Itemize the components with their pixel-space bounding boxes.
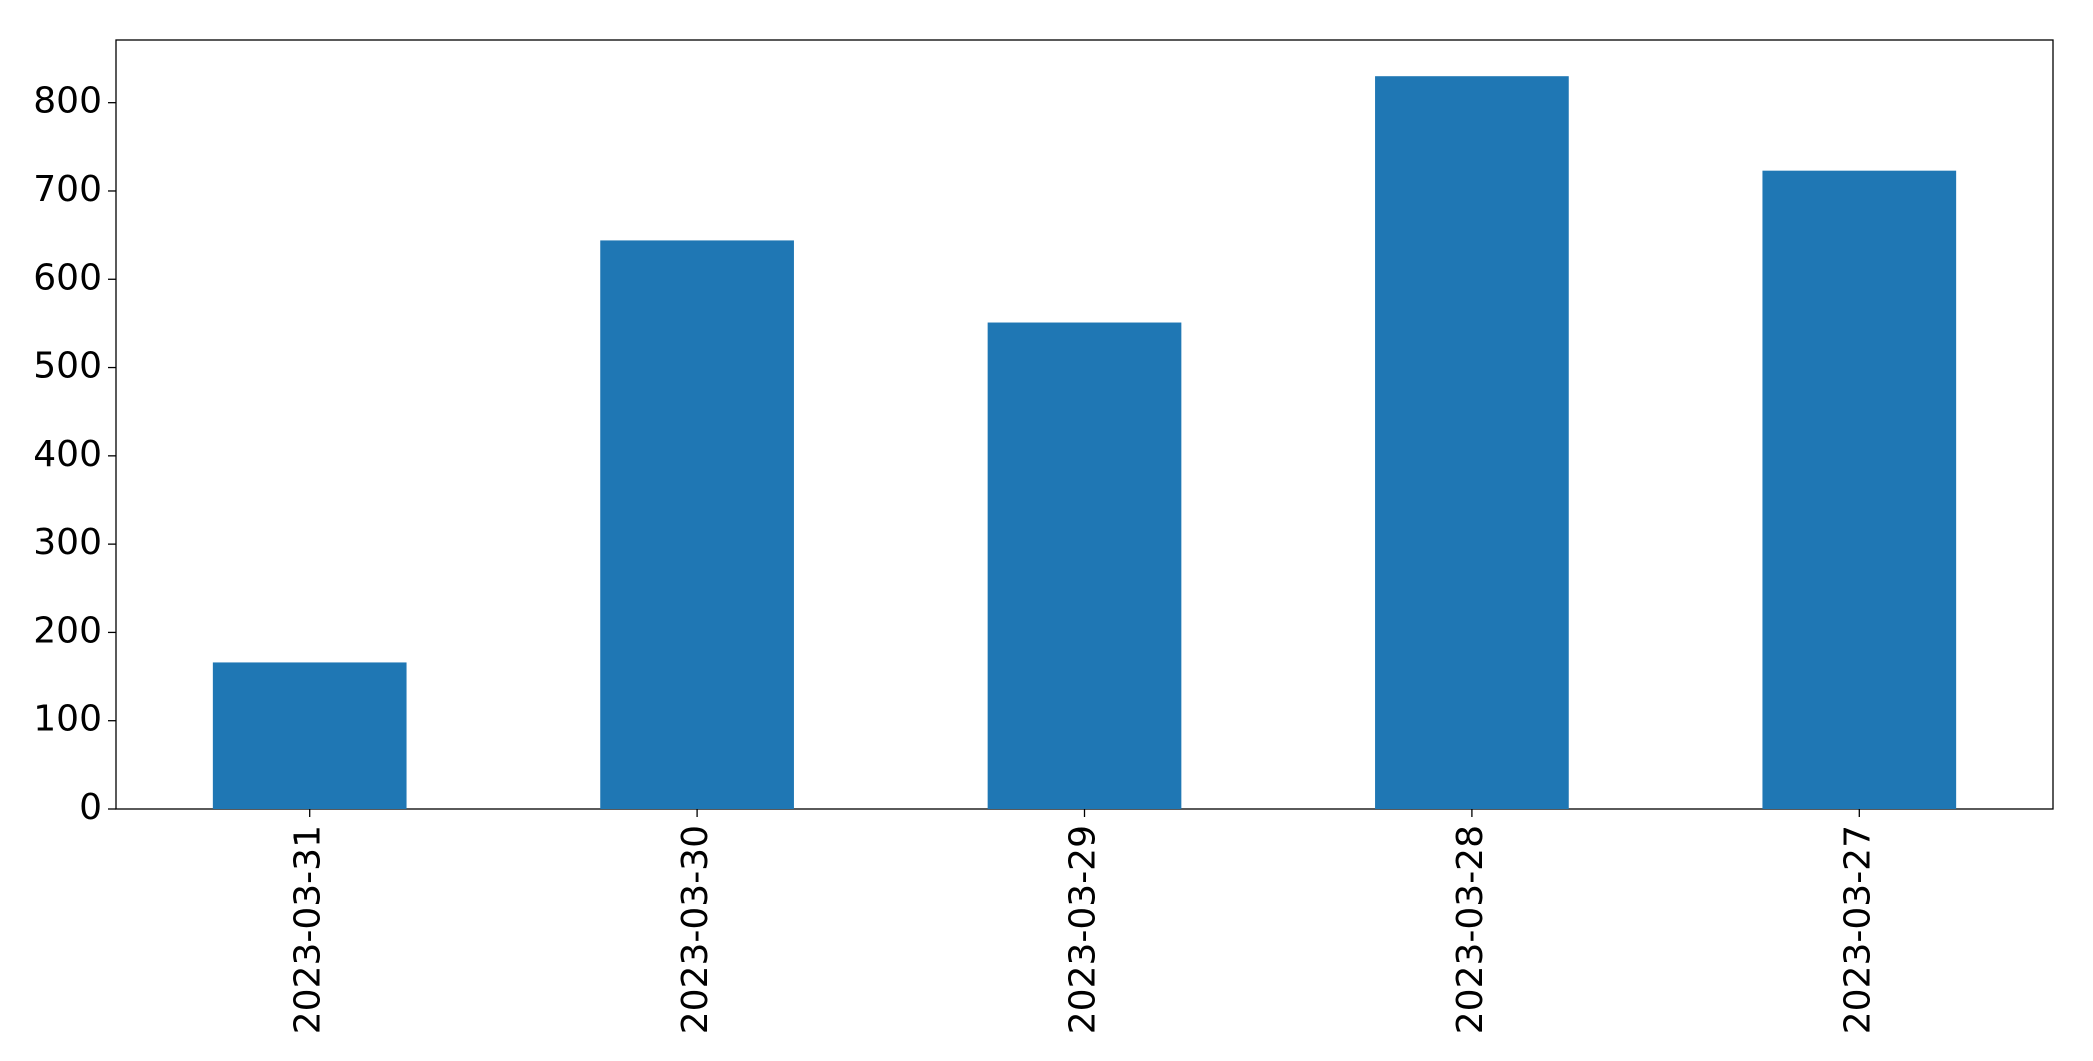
bar xyxy=(1762,170,1957,809)
y-tick-label: 800 xyxy=(33,81,102,122)
y-tick-label: 700 xyxy=(33,169,102,210)
y-tick-label: 200 xyxy=(33,610,102,651)
x-tick-label: 2023-03-27 xyxy=(1837,825,1878,1034)
bar xyxy=(212,662,407,809)
y-tick-label: 600 xyxy=(33,257,102,298)
x-tick-label: 2023-03-31 xyxy=(288,825,329,1034)
y-tick-label: 400 xyxy=(33,434,102,475)
x-tick-label: 2023-03-29 xyxy=(1063,825,1104,1034)
bar xyxy=(600,240,794,810)
y-tick-label: 0 xyxy=(79,787,102,828)
y-tick-label: 300 xyxy=(33,522,102,563)
y-tick-label: 500 xyxy=(33,346,102,387)
bar xyxy=(1375,76,1569,810)
x-tick-label: 2023-03-28 xyxy=(1450,825,1491,1034)
x-tick-label: 2023-03-30 xyxy=(675,825,716,1034)
y-tick-label: 100 xyxy=(33,699,102,740)
bar xyxy=(987,322,1182,809)
